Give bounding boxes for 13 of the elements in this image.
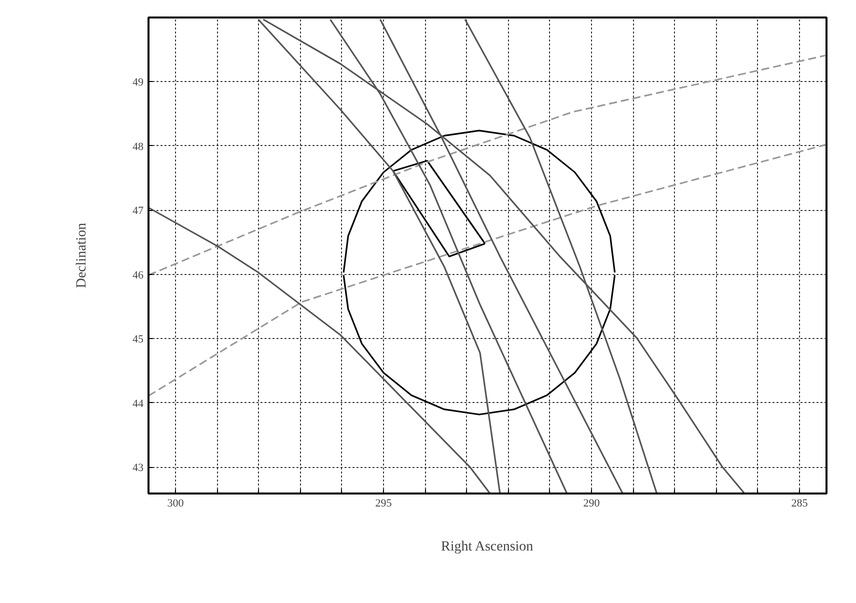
y-tick-label: 45 xyxy=(132,334,144,346)
x-tick-label: 290 xyxy=(583,498,600,510)
x-tick-label: 300 xyxy=(167,498,184,510)
x-tick-label: 295 xyxy=(375,498,392,510)
y-tick-label: 46 xyxy=(132,269,144,282)
y-tick-label: 43 xyxy=(132,462,144,474)
y-tick-label: 49 xyxy=(132,76,144,89)
x-axis-title: Right Ascension xyxy=(441,540,534,554)
x-tick-label: 285 xyxy=(791,498,808,510)
y-tick-label: 47 xyxy=(132,205,144,218)
y-tick-label: 48 xyxy=(132,140,144,153)
y-axis-title: Declination xyxy=(74,222,90,288)
y-tick-label: 44 xyxy=(132,398,144,410)
